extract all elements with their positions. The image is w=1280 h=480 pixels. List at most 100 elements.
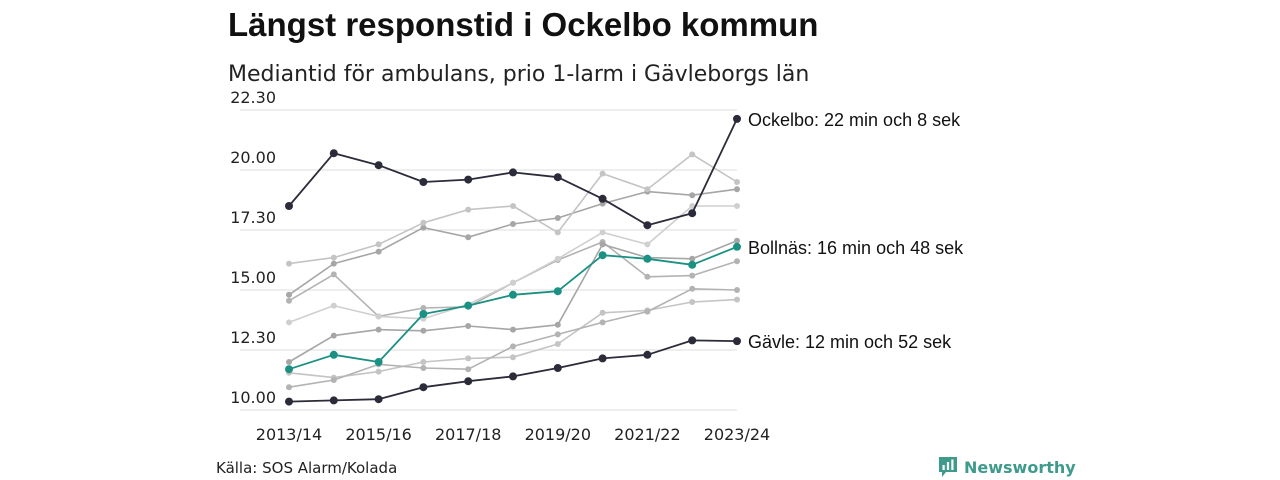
- gavle-series-point: [285, 397, 293, 406]
- chart-subtitle: Mediantid för ambulans, prio 1-larm i Gä…: [228, 62, 810, 87]
- ockelbo-series-point: [329, 149, 338, 158]
- bollnas-series-point: [643, 254, 652, 263]
- y-tick-label: 15.00: [230, 268, 276, 287]
- background-series-point: [689, 285, 696, 292]
- background-series-point: [286, 384, 292, 391]
- x-tick-label: 2019/20: [525, 425, 591, 444]
- bollnas-series-point: [374, 358, 383, 366]
- background-series-point: [286, 297, 292, 304]
- ockelbo-series-point: [285, 202, 293, 210]
- background-series-point: [510, 343, 516, 350]
- y-tick-label: 22.30: [230, 88, 276, 107]
- background-series-point: [599, 229, 606, 236]
- brand-logo: Newsworthy: [938, 456, 1076, 478]
- background-series-point: [689, 255, 696, 262]
- background-series-point: [734, 287, 740, 293]
- gavle-series-point: [553, 364, 562, 372]
- background-series-point: [286, 319, 292, 326]
- background-series-point: [554, 229, 561, 236]
- background-series-point: [420, 224, 427, 231]
- background-series-point: [689, 272, 696, 279]
- background-series-point: [554, 341, 561, 347]
- background-series-point: [510, 326, 516, 333]
- brand-name: Newsworthy: [964, 457, 1076, 477]
- bollnas-series-point: [464, 301, 473, 310]
- background-series-point: [599, 241, 606, 248]
- background-series-point: [375, 241, 382, 248]
- x-tick-label: 2021/22: [614, 425, 680, 444]
- background-series-point: [689, 151, 696, 158]
- ockelbo-series-point: [419, 178, 428, 186]
- background-series-point: [689, 203, 696, 209]
- background-series-point: [420, 359, 427, 365]
- background-series-point: [375, 368, 382, 375]
- bollnas-series-point: [419, 310, 428, 318]
- gavle-series-point: [374, 395, 383, 404]
- background-series-point: [689, 192, 696, 199]
- ockelbo-series-point: [464, 175, 473, 184]
- background-series-point: [465, 234, 472, 241]
- background-series-point: [734, 296, 740, 303]
- background-series-point: [510, 279, 516, 286]
- background-series-point: [420, 327, 427, 334]
- gavle-series-point: [509, 372, 517, 381]
- x-tick-label: 2013/14: [256, 425, 322, 444]
- background-series-point: [554, 255, 561, 262]
- background-series-point: [330, 332, 337, 339]
- background-series-point: [510, 354, 516, 361]
- chart-title: Längst responstid i Ockelbo kommun: [228, 6, 819, 43]
- bollnas-series-point: [553, 287, 562, 296]
- background-series-point: [330, 260, 337, 267]
- background-series-point: [286, 291, 292, 298]
- gavle-series-point: [733, 337, 741, 346]
- background-series-point: [375, 313, 382, 320]
- y-tick-label: 20.00: [230, 148, 276, 167]
- background-series-point: [330, 254, 337, 261]
- newsworthy-logo-icon: [939, 457, 957, 477]
- background-series-point: [375, 248, 382, 255]
- background-series-point: [554, 321, 561, 328]
- background-series-point: [510, 203, 516, 209]
- bollnas-series-label: Bollnäs: 16 min och 48 sek: [748, 238, 964, 258]
- bollnas-series-point: [598, 251, 607, 260]
- bollnas-series-point: [285, 365, 293, 374]
- background-series-point: [286, 260, 292, 267]
- y-tick-label: 10.00: [230, 388, 276, 407]
- background-series-point: [644, 186, 651, 193]
- bollnas-series-line: [288, 245, 738, 371]
- ockelbo-series-label: Ockelbo: 22 min och 8 sek: [748, 110, 961, 130]
- background-series-point: [644, 273, 651, 280]
- background-series-point: [375, 326, 382, 333]
- bollnas-series-point: [688, 260, 697, 269]
- y-tick-label: 12.30: [230, 328, 276, 347]
- background-series-point: [420, 305, 427, 311]
- background-series-point: [554, 331, 561, 338]
- background-series-point: [510, 221, 516, 227]
- gavle-series-point: [329, 396, 338, 405]
- background-series-point: [554, 215, 561, 221]
- background-series-point: [734, 203, 740, 209]
- x-tick-label: 2023/24: [704, 425, 770, 444]
- background-series-point: [599, 170, 606, 177]
- background-series-point: [465, 323, 472, 329]
- background-series-point: [734, 237, 740, 244]
- ockelbo-series-point: [553, 173, 562, 182]
- background-series-point: [465, 355, 472, 362]
- bollnas-series-point: [509, 290, 517, 299]
- x-tick-label: 2017/18: [435, 425, 501, 444]
- background-series-line: [288, 241, 738, 318]
- background-series-point: [599, 309, 606, 316]
- y-tick-label: 17.30: [230, 208, 276, 227]
- ockelbo-series-point: [509, 168, 517, 177]
- gavle-series-point: [688, 336, 697, 345]
- bollnas-series-point: [733, 242, 741, 251]
- gavle-series-point: [464, 377, 473, 386]
- background-series-point: [734, 186, 740, 193]
- ockelbo-series-point: [598, 194, 607, 203]
- ockelbo-series-point: [733, 114, 741, 123]
- ockelbo-series-point: [688, 209, 697, 218]
- bollnas-series-point: [329, 350, 338, 359]
- ockelbo-series-point: [374, 161, 383, 170]
- background-series-point: [599, 319, 606, 326]
